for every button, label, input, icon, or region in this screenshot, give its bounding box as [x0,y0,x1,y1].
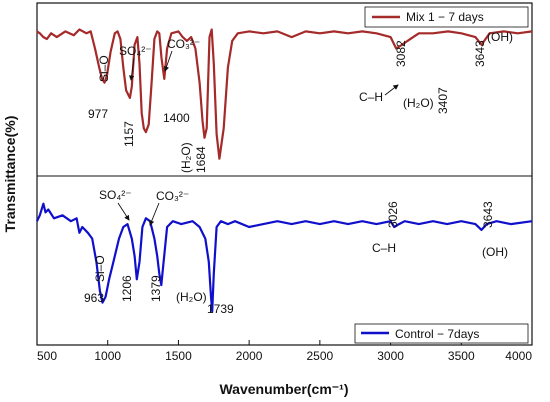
top-peak-3082: 3082 [394,40,408,67]
series-layer [36,28,533,313]
top-so4-arrow [128,57,135,81]
top-peak-1684: 1684 [194,146,208,173]
bottom-peak-963: 963 [84,291,104,305]
bottom-peak-1739: 1739 [207,302,234,316]
bottom-peak-1206: 1206 [120,275,134,302]
y-axis-title: Transmittance(%) [2,116,18,233]
legend-mix-box [364,6,529,28]
bottom-peak-3643: 3643 [481,201,495,228]
top-peak-3643: 3643 [473,40,487,67]
x-tick-label: 3000 [377,349,404,363]
bottom-so4-label: SO₄²⁻ [99,188,132,202]
x-tick-label: 2000 [236,349,263,363]
legend-control-box [354,323,529,344]
top-co3-label: CO₃²⁻ [167,37,200,51]
x-tick-label: 500 [37,349,57,363]
top-peak-1157: 1157 [122,121,136,147]
top-sio-label: Si–O [97,55,111,82]
bottom-h2o-label: (H₂O) [176,290,207,304]
bottom-peak-1379: 1379 [149,275,163,302]
x-tick-label: 1500 [165,349,192,363]
bottom-peak-3026: 3026 [386,201,400,228]
bottom-oh-label: (OH) [482,245,508,259]
top-peak-1400: 1400 [163,111,190,125]
bottom-co3-label: CO₃²⁻ [156,189,189,203]
legend-mix-label: Mix 1 − 7 days [406,10,484,24]
bottom-so4-arrow [117,202,130,221]
x-axis-title: Wavenumber(cm⁻¹) [219,381,348,397]
top-h2o-3407-label: (H₂O) [403,96,434,110]
bottom-co3-arrow [149,202,160,226]
top-ch-arrow [384,84,399,96]
top-h2o-label: (H₂O) [179,142,193,173]
top-peak-3407: 3407 [436,87,450,114]
x-tick-label: 4000 [505,349,532,363]
top-peak-977: 977 [88,107,108,121]
top-so4-label: SO₄²⁻ [119,44,152,58]
bottom-sio-label: Si–O [93,255,107,282]
plot-frame [36,2,533,346]
legend-control: Control − 7days [354,323,529,344]
x-tick-label: 3500 [448,349,475,363]
top-oh-label: (OH) [487,30,513,44]
series-line-mix [36,28,533,160]
top-ch-label: C–H [359,90,383,104]
x-tick-label: 1000 [94,349,121,363]
x-tick-label: 2500 [307,349,334,363]
legend-mix: Mix 1 − 7 days [364,6,529,28]
top-co3-arrow [163,50,173,72]
x-axis-ticks: 500 1000 1500 2000 2500 3000 3500 4000 [36,340,533,363]
bottom-ch-label: C–H [372,241,396,255]
series-line-control [36,202,533,313]
legend-control-label: Control − 7days [395,327,479,341]
